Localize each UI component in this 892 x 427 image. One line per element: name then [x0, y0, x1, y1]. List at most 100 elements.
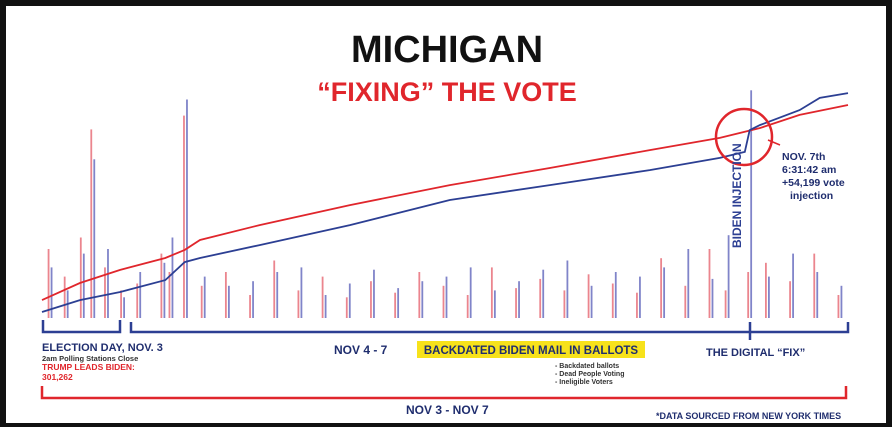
spike-bar: [47, 249, 50, 318]
spike-bar: [840, 285, 843, 318]
spike-bar: [816, 272, 819, 318]
spike-bar: [768, 276, 770, 318]
note-line: +54,199 vote: [782, 177, 845, 189]
spike-bar: [837, 295, 840, 318]
spike-bar: [324, 295, 327, 318]
spike-bar: [82, 253, 85, 318]
spike-bar: [542, 269, 545, 318]
injection-label: BIDEN INJECTION: [730, 143, 744, 248]
lines: [41, 92, 849, 313]
series-line: [41, 104, 849, 301]
spike-bar: [249, 295, 251, 318]
spike-bar: [614, 272, 617, 318]
spike-bar: [321, 276, 324, 318]
spike-bar: [747, 272, 750, 318]
spike-bar: [611, 283, 614, 318]
annotation: *DATA SOURCED FROM NEW YORK TIMES: [656, 411, 841, 421]
annotation: BACKDATED BIDEN MAIL IN BALLOTS: [424, 345, 639, 357]
spike-bar: [493, 290, 496, 318]
spike-bar: [490, 267, 493, 318]
spike-bar: [708, 249, 711, 318]
bracket: [41, 320, 122, 334]
spike-bar: [518, 281, 520, 318]
pointer: [767, 139, 781, 146]
spike-bar: [727, 235, 730, 318]
spike-bar: [224, 272, 227, 318]
spike-bar: [397, 288, 400, 318]
spike-bar: [750, 90, 753, 318]
spike-bar: [136, 283, 139, 318]
spike-bar: [50, 267, 53, 318]
spike-bar: [442, 285, 445, 318]
spike-bar: [418, 272, 421, 318]
spike-bar: [421, 281, 424, 318]
spike-bar: [200, 285, 203, 318]
spike-bar: [203, 276, 206, 318]
highlight: [417, 341, 645, 358]
spike-bar: [566, 260, 569, 318]
spike-bar: [227, 285, 230, 318]
spike-bar: [587, 274, 590, 318]
spike-bar: [171, 237, 174, 318]
annotation: 301,262: [42, 372, 73, 382]
spike-bar: [273, 260, 276, 318]
annotation: NOV 3 - NOV 7: [406, 403, 489, 417]
spike-bar: [789, 281, 791, 318]
bracket: [40, 386, 848, 400]
spike-bar: [687, 249, 690, 318]
spike-bar: [792, 253, 794, 318]
spike-bar: [445, 276, 448, 318]
spike-bar: [123, 297, 125, 318]
spike-bar: [590, 285, 593, 318]
spike-bar: [563, 290, 566, 318]
bullet: - Ineligible Voters: [555, 379, 613, 386]
spike-bar: [120, 290, 122, 318]
spike-bar: [300, 267, 303, 318]
spike-bar: [345, 297, 348, 318]
chart-title: MICHIGAN: [351, 29, 543, 71]
spike-bar: [276, 272, 279, 318]
spike-bar: [348, 283, 351, 318]
note-line: 6:31:42 am: [782, 164, 836, 176]
annotation: ELECTION DAY, NOV. 3: [42, 342, 163, 354]
spike-bar: [724, 290, 727, 318]
spike-bar: [63, 276, 66, 318]
spike-bar: [660, 258, 663, 318]
spike-bar: [160, 253, 163, 318]
annotation: TRUMP LEADS BIDEN:: [42, 362, 135, 372]
spike-bar: [466, 295, 469, 318]
annotation: NOV 4 - 7: [334, 343, 388, 357]
spike-bar: [104, 267, 106, 318]
spike-bar: [297, 290, 300, 318]
spike-bar: [186, 99, 188, 318]
spike-bar: [515, 288, 517, 318]
spike-bar: [168, 272, 171, 318]
bracket: [129, 322, 850, 340]
note-line: injection: [790, 190, 833, 202]
spike-bar: [639, 276, 641, 318]
spike-bar: [663, 267, 666, 318]
spike-bar: [139, 272, 142, 318]
spike-bar: [79, 237, 82, 318]
bullet: - Backdated ballots: [555, 363, 619, 370]
spike-bar: [373, 269, 375, 318]
spike-bar: [370, 281, 372, 318]
spike-bar: [163, 262, 166, 318]
spike-bar: [394, 292, 397, 318]
spike-bar: [183, 115, 185, 318]
highlight-circle: [714, 107, 774, 167]
spike-bar: [711, 278, 714, 318]
spike-bar: [765, 262, 767, 318]
series-line: [41, 92, 849, 313]
spike-bar: [636, 292, 638, 318]
spike-bar: [813, 253, 816, 318]
spike-bar: [93, 159, 96, 318]
spike-bar: [252, 281, 254, 318]
spike-bars: [47, 90, 843, 318]
spike-bar: [469, 267, 472, 318]
spike-bar: [90, 129, 93, 318]
spike-bar: [539, 278, 542, 318]
note-line: NOV. 7th: [782, 151, 825, 163]
bullet: - Dead People Voting: [555, 371, 625, 378]
